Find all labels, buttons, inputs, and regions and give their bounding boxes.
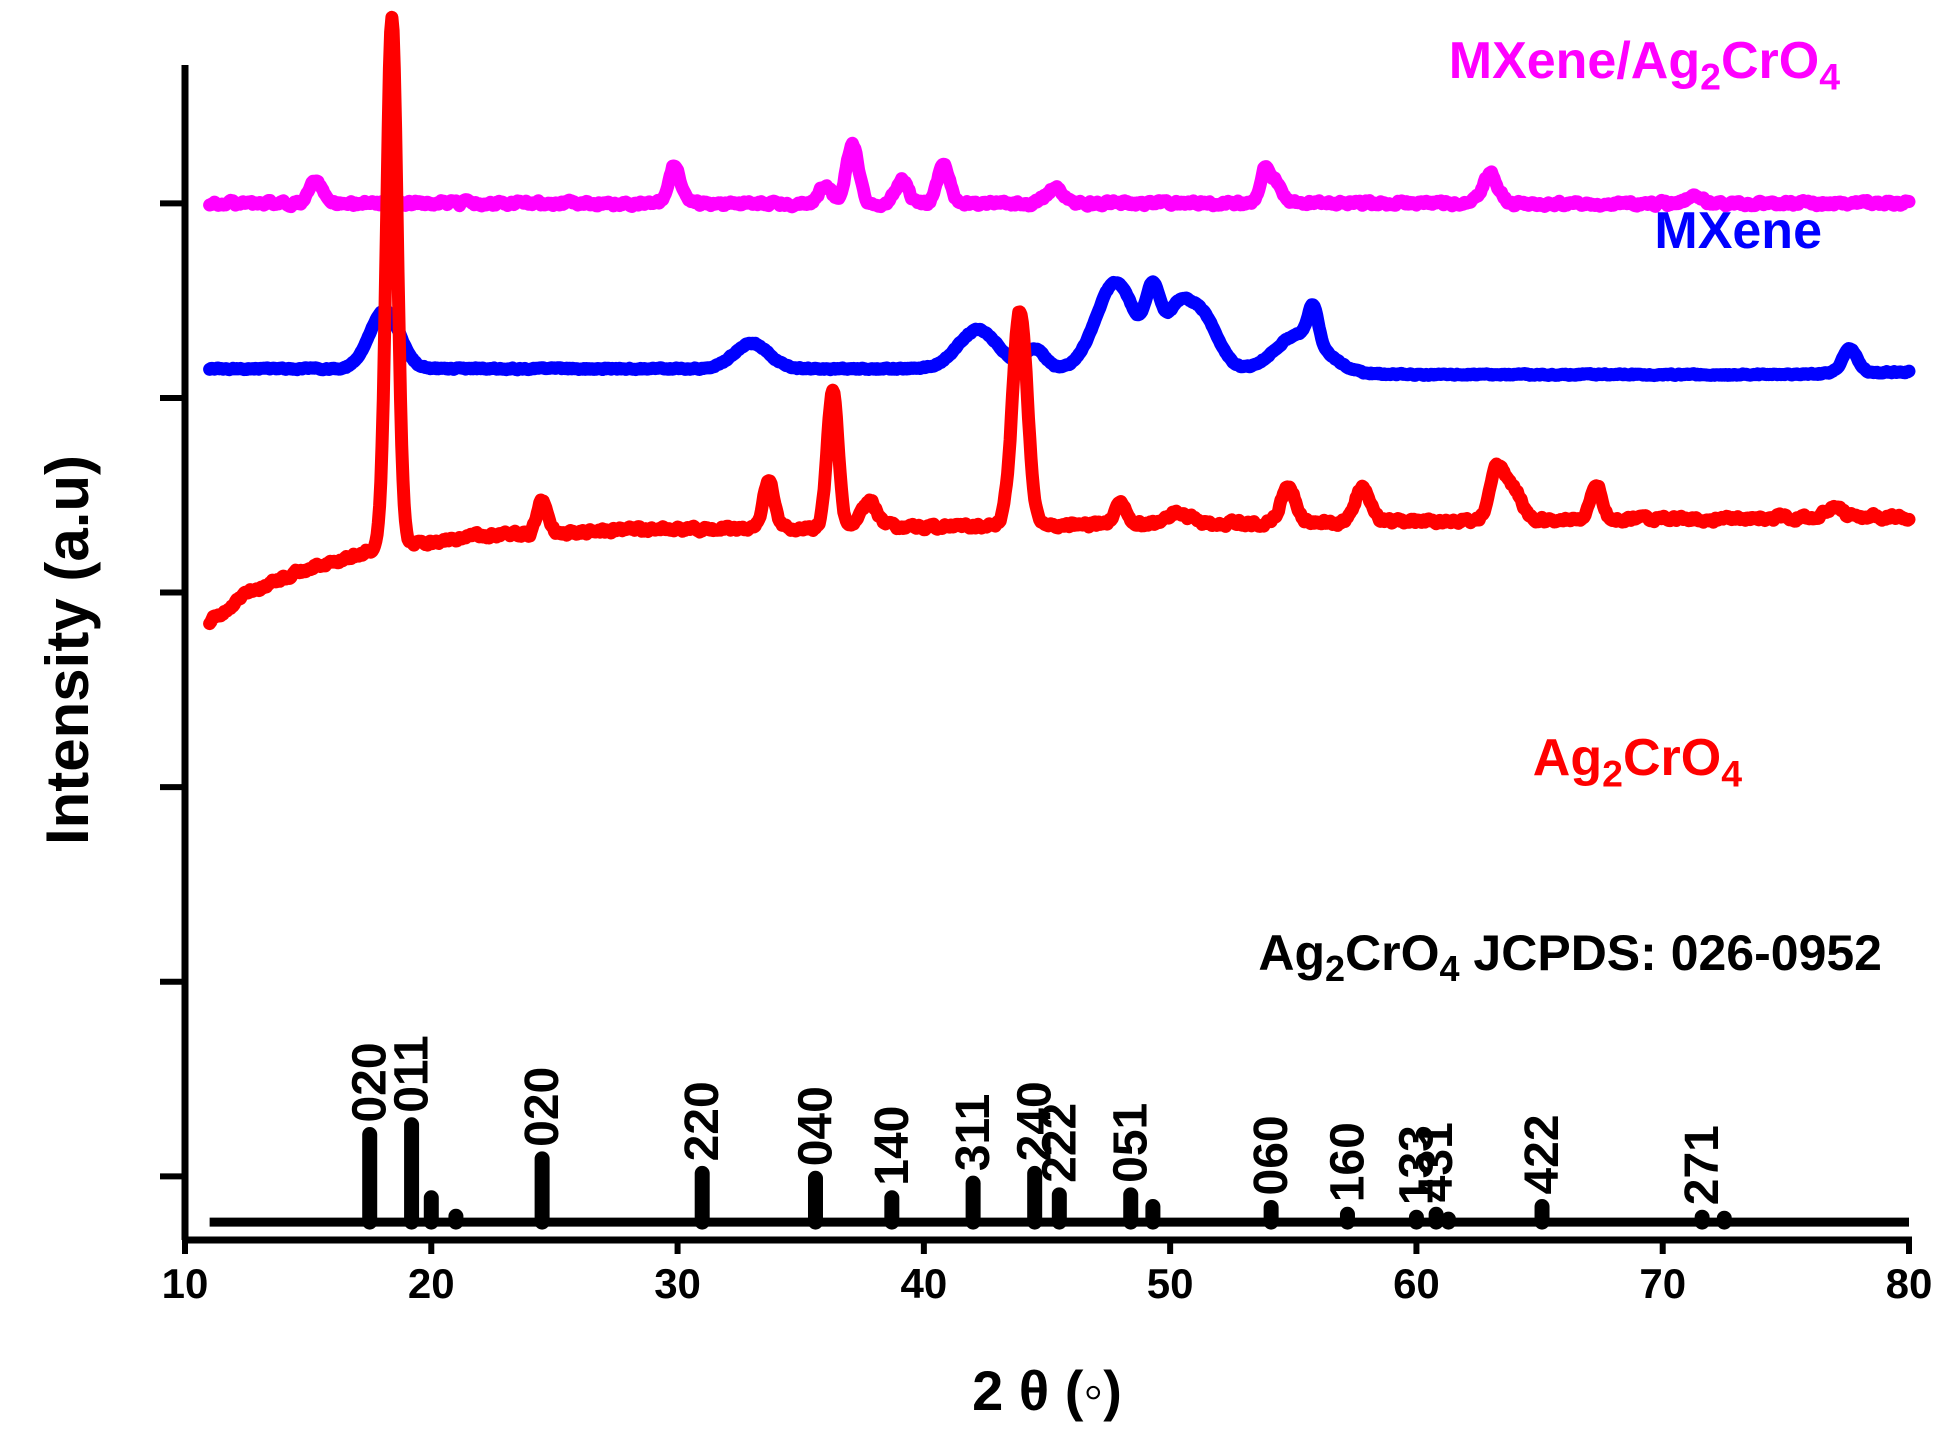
hkl-label: 011: [386, 1035, 439, 1112]
hkl-label: 140: [866, 1106, 919, 1186]
reference-label-part: Ag: [1258, 925, 1325, 981]
series-label-mxene-ag2cro4-part: CrO: [1721, 32, 1819, 90]
hkl-label: 060: [1245, 1115, 1298, 1195]
x-axis-label: 2 θ (◦): [972, 1359, 1122, 1422]
series-label-mxene-ag2cro4-part: 2: [1700, 55, 1721, 97]
hkl-label: 160: [1321, 1122, 1374, 1202]
reference-label-part: 2: [1325, 948, 1345, 989]
y-axis-label: Intensity (a.u): [34, 455, 101, 845]
axes: 10 20 30 40 50 60 70 80 2 θ (◦) Intensity (a.u): [34, 65, 1932, 1422]
series-label-mxene-part: MXene: [1654, 202, 1822, 260]
hkl-label: 240: [1009, 1081, 1062, 1161]
hkl-label: 222: [1033, 1103, 1086, 1183]
x-tick-label: 40: [900, 1260, 947, 1307]
series-label-ag2cro4-part: 2: [1602, 752, 1623, 794]
reference-label-part: JCPDS: 026-0952: [1460, 925, 1882, 981]
hkl-label: 133: [1390, 1125, 1443, 1205]
series-line-mxene: [203, 275, 1916, 383]
x-tick-label: 20: [408, 1260, 455, 1307]
x-tick-label: 30: [654, 1260, 701, 1307]
x-tick-label: 60: [1393, 1260, 1440, 1307]
hkl-label: 051: [1105, 1103, 1158, 1183]
hkl-label: 431: [1410, 1122, 1463, 1202]
series-layer: [203, 10, 1916, 631]
hkl-label: 422: [1516, 1114, 1569, 1194]
x-tick-label: 70: [1639, 1260, 1686, 1307]
series-label-ag2cro4-part: CrO: [1623, 729, 1721, 787]
x-tick-label: 80: [1886, 1260, 1933, 1307]
series-line-mxene-ag2cro4: [203, 136, 1916, 214]
series-label-mxene-ag2cro4-part: 4: [1819, 55, 1840, 97]
hkl-label: 020: [516, 1067, 569, 1147]
hkl-label: 020: [344, 1042, 397, 1122]
series-label-ag2cro4-part: 4: [1721, 752, 1742, 794]
hkl-label: 271: [1676, 1125, 1729, 1205]
series-label-ag2cro4-part: Ag: [1533, 729, 1602, 787]
reference-label: Ag2CrO4 JCPDS: 026-0952: [1258, 925, 1882, 989]
reference-label-part: 4: [1440, 948, 1460, 989]
hkl-label: 040: [789, 1086, 842, 1166]
series-line-ag2cro4: [203, 10, 1916, 631]
series-label-mxene-ag2cro4-part: MXene/Ag: [1449, 32, 1700, 90]
x-tick-label: 10: [162, 1260, 209, 1307]
hkl-label: 311: [947, 1094, 1000, 1171]
hkl-label: 220: [676, 1081, 729, 1161]
x-tick-label: 50: [1147, 1260, 1194, 1307]
reference-label-part: CrO: [1345, 925, 1439, 981]
series-label-mxene-ag2cro4: MXene/Ag2CrO4: [1449, 32, 1840, 97]
series-label-ag2cro4: Ag2CrO4: [1533, 729, 1742, 794]
series-label-mxene: MXene: [1654, 202, 1822, 260]
